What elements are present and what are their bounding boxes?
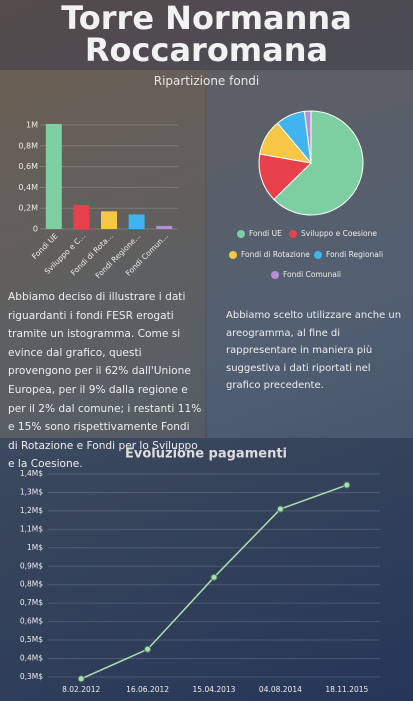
bottom-panel — [0, 438, 413, 701]
x-tick-label: 8.02.2012 — [62, 685, 100, 694]
y-tick-label: 0,6M — [18, 162, 38, 171]
y-tick-label: 0,4M$ — [20, 654, 43, 663]
y-tick-label: 0,9M$ — [20, 561, 43, 570]
legend-label: Sviluppo e Coesione — [301, 229, 377, 238]
y-tick-label: 0,8M — [18, 141, 38, 150]
x-tick-label: 16.06.2012 — [126, 685, 169, 694]
point — [343, 481, 351, 489]
paragraph: Abbiamo scelto utilizzare anche un areog… — [226, 310, 402, 391]
x-tick-label: 18.11.2015 — [325, 685, 368, 694]
bar — [101, 211, 117, 229]
bar — [73, 205, 90, 229]
y-tick-label: 0,8M$ — [20, 580, 43, 589]
pie-slice — [258, 153, 313, 201]
point — [144, 645, 152, 653]
legend-label: Fondi di Rotazione — [241, 250, 310, 259]
y-tick-label: 1M — [26, 121, 38, 130]
page-title: Torre Normanna — [61, 0, 352, 37]
bar — [45, 123, 62, 229]
page-title: Roccaromana — [84, 31, 329, 69]
x-tick-label: 04.08.2014 — [259, 685, 302, 694]
x-tick-label: 15.04.2013 — [193, 685, 236, 694]
chart-title: Evoluzione pagamenti — [125, 447, 287, 462]
legend-swatch — [237, 230, 245, 238]
y-tick-label: 0,2M — [18, 204, 38, 213]
y-tick-label: 0,3M$ — [20, 672, 43, 681]
y-tick-label: 0,4M — [18, 183, 38, 192]
y-tick-label: 0 — [33, 225, 38, 234]
legend-label: Fondi Comunali — [283, 270, 341, 279]
y-tick-label: 1,2M$ — [20, 506, 43, 515]
paragraph: Abbiamo deciso di illustrare i dati rigu… — [8, 291, 202, 471]
point — [210, 573, 218, 581]
legend-label: Fondi Regionali — [326, 250, 383, 259]
y-tick-label: 0,7M$ — [20, 598, 43, 607]
bar — [128, 214, 145, 229]
y-tick-label: 1,4M$ — [20, 469, 43, 478]
legend-label: Fondi UE — [249, 229, 282, 238]
line — [80, 484, 348, 680]
left-panel — [0, 70, 205, 438]
legend-swatch — [271, 271, 279, 279]
bar — [156, 225, 173, 229]
legend-swatch — [314, 251, 322, 259]
y-tick-label: 0,6M$ — [20, 617, 43, 626]
pie-slice — [273, 110, 364, 216]
legend-swatch — [289, 230, 297, 238]
y-tick-label: 1,1M$ — [20, 524, 43, 533]
pie-slice — [303, 110, 312, 164]
y-tick-label: 1,3M$ — [20, 487, 43, 496]
point — [276, 505, 284, 513]
y-tick-label: 0,5M$ — [20, 635, 43, 644]
header-band — [0, 0, 413, 70]
y-tick-label: 1M$ — [27, 543, 43, 552]
point — [77, 675, 85, 683]
legend-swatch — [229, 251, 237, 259]
section-title: Ripartizione fondi — [153, 74, 260, 88]
